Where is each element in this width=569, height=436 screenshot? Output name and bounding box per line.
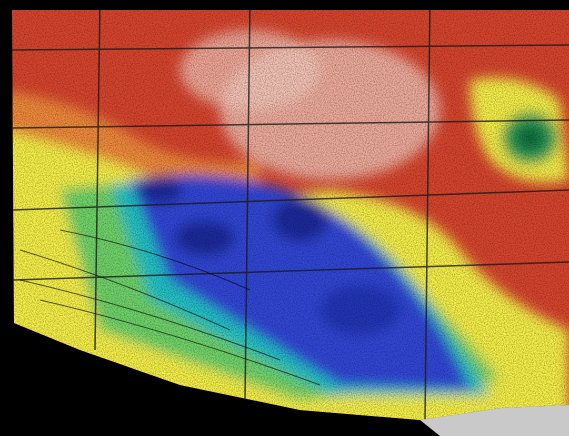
left-border <box>0 0 12 436</box>
grid-lines <box>12 0 569 420</box>
top-border <box>0 0 569 10</box>
terrain-ridges <box>19 229 321 386</box>
corner-gray-patch <box>420 405 569 436</box>
